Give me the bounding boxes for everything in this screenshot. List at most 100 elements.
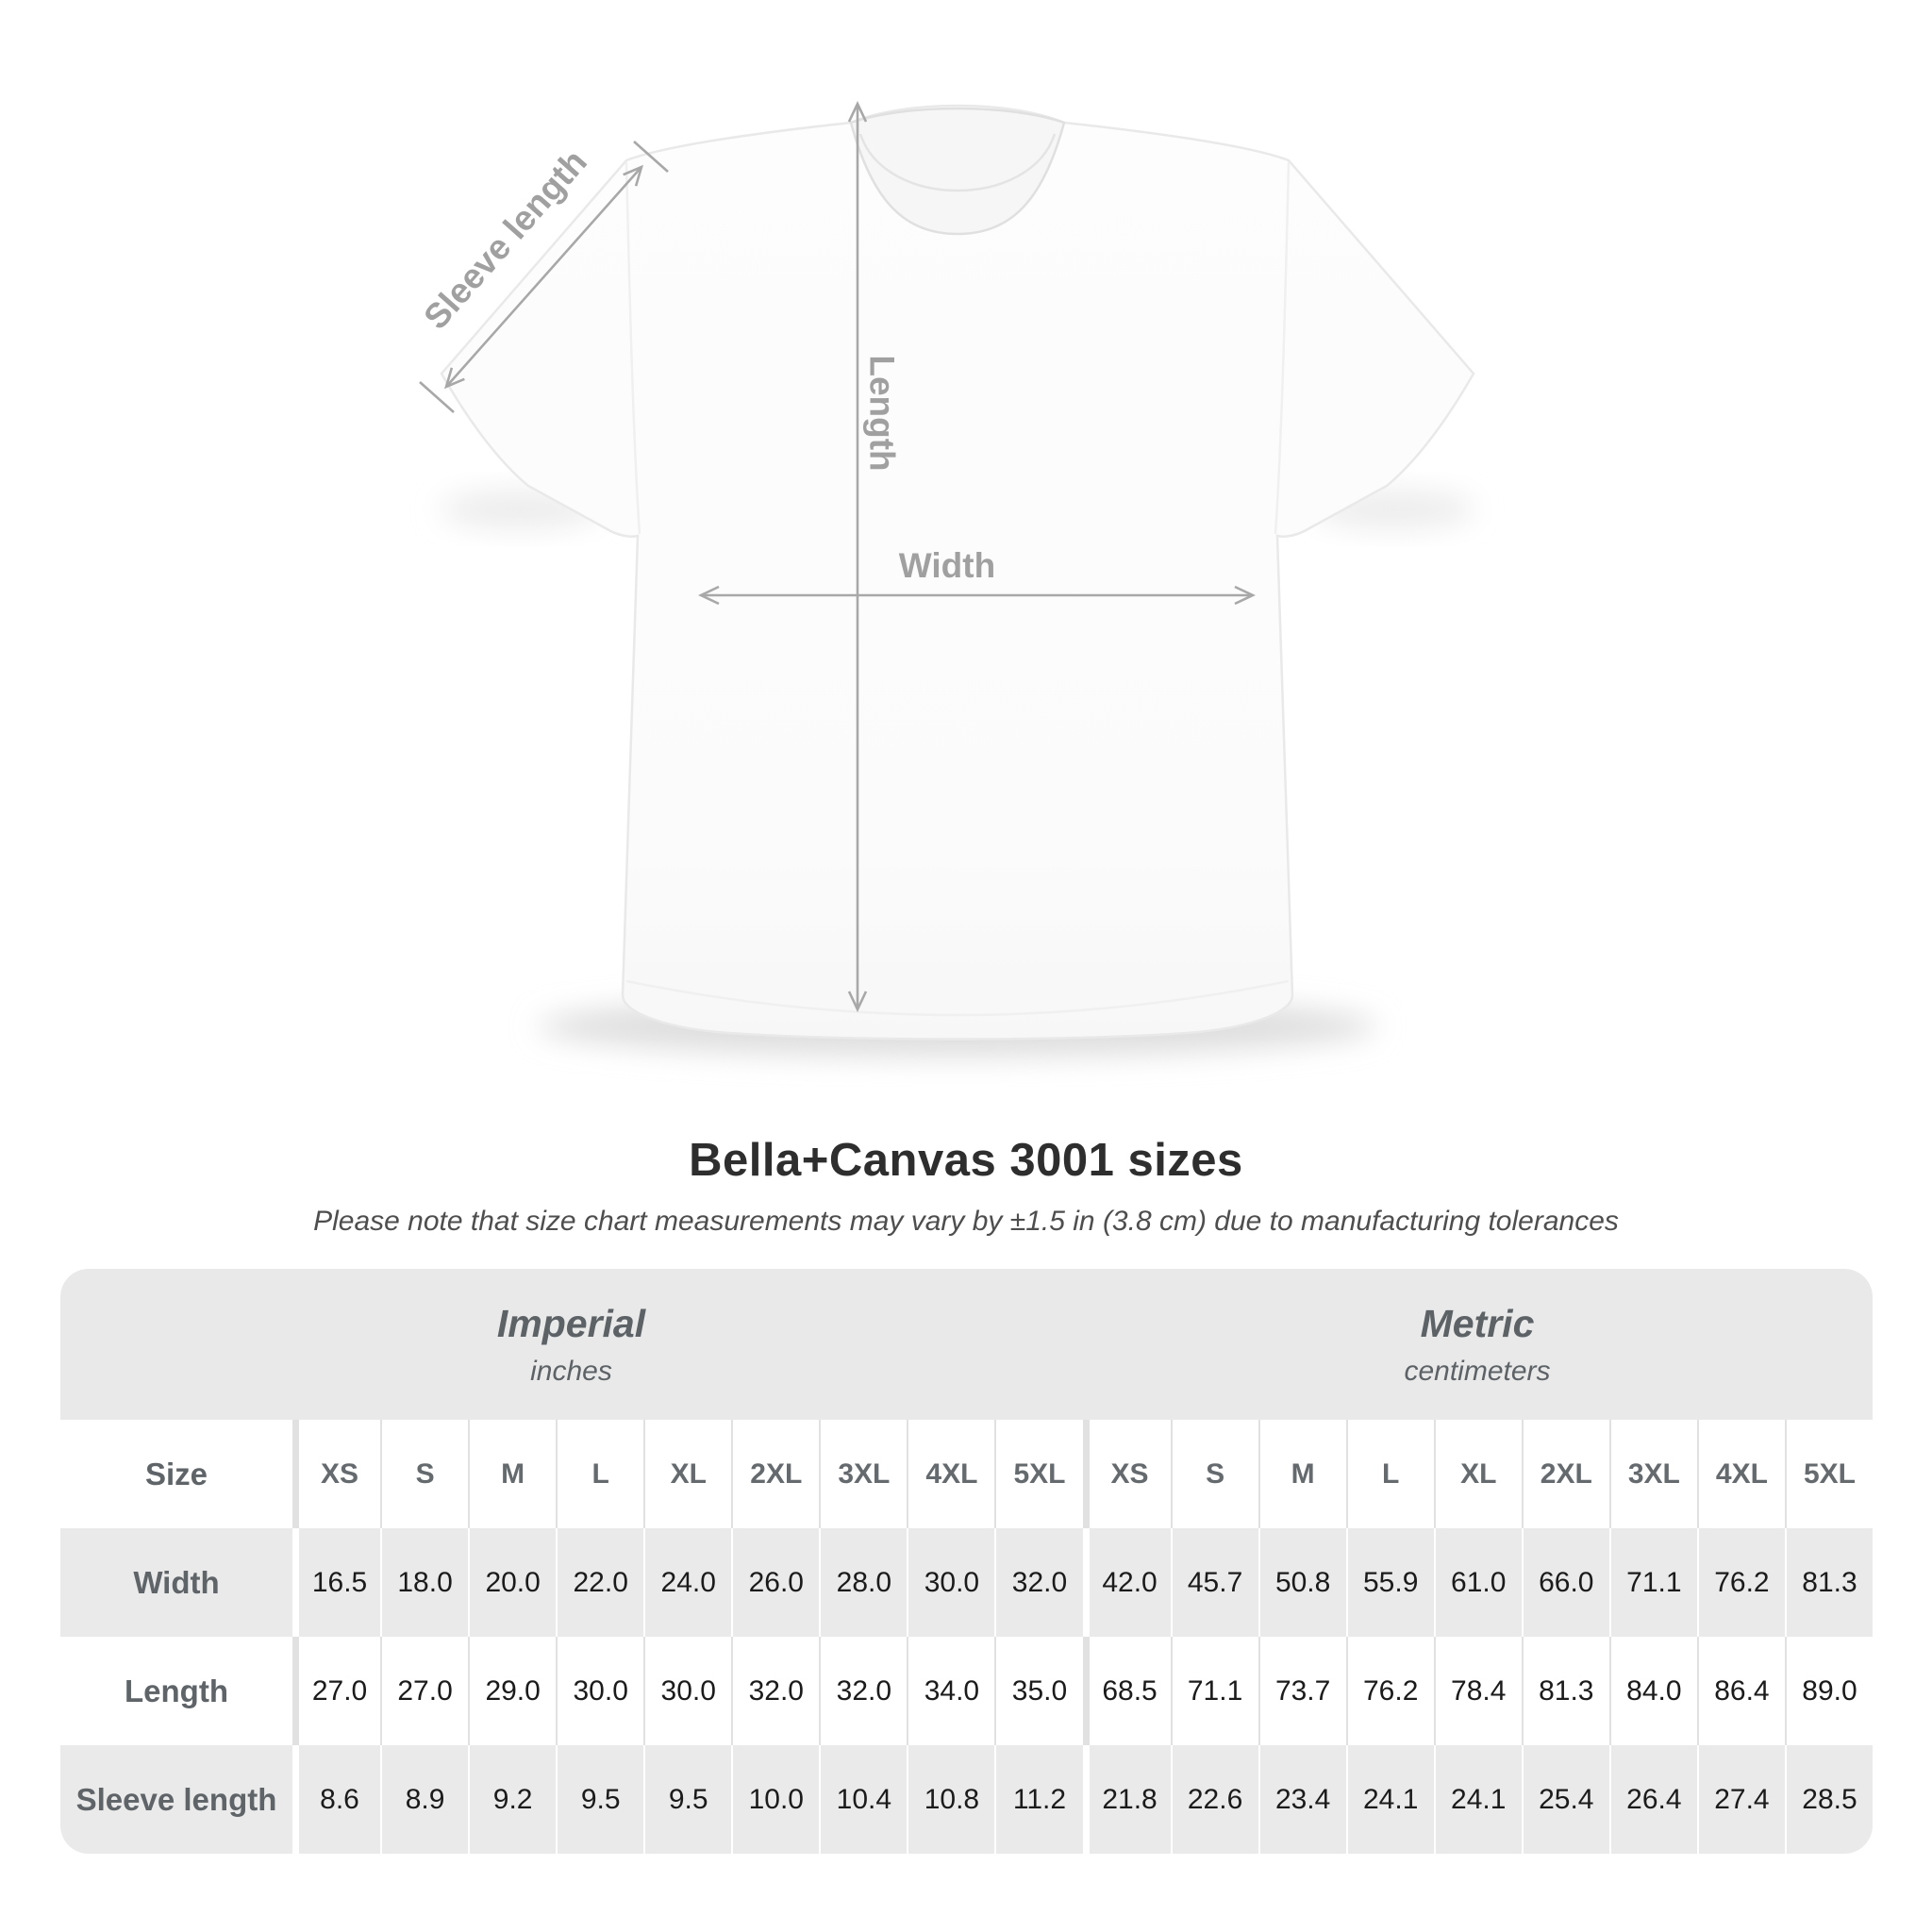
cell-length-imperial-2xl: 32.0	[731, 1637, 819, 1745]
size-header-imperial-m: M	[468, 1420, 556, 1528]
cell-length-metric-s: 71.1	[1170, 1637, 1258, 1745]
cell-width-metric-5xl: 81.3	[1784, 1528, 1873, 1637]
collar	[849, 107, 1066, 236]
cell-width-imperial-xs: 16.5	[292, 1528, 380, 1637]
length-label: Length	[863, 355, 902, 471]
sleeve-arrow-start-tick	[419, 381, 455, 413]
sleeve-length-arrow	[446, 167, 641, 387]
cell-length-metric-l: 76.2	[1345, 1637, 1434, 1745]
size-header-metric-3xl: 3XL	[1608, 1420, 1697, 1528]
size-header-imperial-3xl: 3XL	[819, 1420, 907, 1528]
cell-width-metric-s: 45.7	[1170, 1528, 1258, 1637]
cell-width-metric-xs: 42.0	[1082, 1528, 1171, 1637]
cell-length-imperial-s: 27.0	[380, 1637, 468, 1745]
sleeve-arrow-end-tick	[633, 141, 669, 173]
cell-width-metric-3xl: 71.1	[1608, 1528, 1697, 1637]
cell-sleeve-length-metric-xl: 24.1	[1433, 1745, 1522, 1854]
cell-sleeve-length-metric-l: 24.1	[1345, 1745, 1434, 1854]
cell-sleeve-length-metric-4xl: 27.4	[1696, 1745, 1785, 1854]
size-header-metric-m: M	[1257, 1420, 1346, 1528]
size-header-metric-l: L	[1345, 1420, 1434, 1528]
size-header-imperial-xl: XL	[643, 1420, 731, 1528]
cell-sleeve-length-imperial-4xl: 10.8	[907, 1745, 994, 1854]
size-table: Imperial inches Metric centimeters Size …	[60, 1269, 1873, 1854]
size-column-header: Size	[144, 1456, 208, 1491]
size-header-metric-xl: XL	[1433, 1420, 1522, 1528]
size-header-row: Size XS S M L XL 2XL 3XL 4XL 5XL XS S M L XL 2XL 3XL 4XL…	[60, 1420, 1873, 1528]
size-header-imperial-4xl: 4XL	[907, 1420, 994, 1528]
cell-width-metric-xl: 61.0	[1433, 1528, 1522, 1637]
size-header-imperial-5xl: 5XL	[994, 1420, 1082, 1528]
imperial-header: Imperial inches	[60, 1269, 1082, 1420]
cell-sleeve-length-imperial-3xl: 10.4	[819, 1745, 907, 1854]
size-header-imperial-s: S	[380, 1420, 468, 1528]
cell-length-imperial-4xl: 34.0	[907, 1637, 994, 1745]
cell-length-imperial-m: 29.0	[468, 1637, 556, 1745]
cell-width-imperial-5xl: 32.0	[994, 1528, 1082, 1637]
cell-length-imperial-xl: 30.0	[643, 1637, 731, 1745]
metric-header: Metric centimeters	[1082, 1269, 1873, 1420]
length-row: Length 27.0 27.0 29.0 30.0 30.0 32.0 32.0 34.0 35…	[60, 1637, 1873, 1745]
cell-sleeve-length-imperial-2xl: 10.0	[731, 1745, 819, 1854]
size-header-metric-4xl: 4XL	[1696, 1420, 1785, 1528]
cell-length-imperial-5xl: 35.0	[994, 1637, 1082, 1745]
cell-width-imperial-s: 18.0	[380, 1528, 468, 1637]
page-title: Bella+Canvas 3001 sizes	[689, 1135, 1243, 1186]
unit-header: Imperial inches Metric centimeters	[60, 1269, 1873, 1420]
cell-length-metric-xl: 78.4	[1433, 1637, 1522, 1745]
cell-length-metric-3xl: 84.0	[1608, 1637, 1697, 1745]
cell-sleeve-length-imperial-5xl: 11.2	[994, 1745, 1082, 1854]
tolerance-note: Please note that size chart measurements…	[313, 1206, 1619, 1237]
cell-sleeve-length-imperial-xl: 9.5	[643, 1745, 731, 1854]
cell-sleeve-length-imperial-xs: 8.6	[292, 1745, 380, 1854]
cell-sleeve-length-metric-3xl: 26.4	[1608, 1745, 1697, 1854]
cell-sleeve-length-imperial-s: 8.9	[380, 1745, 468, 1854]
sleeve-length-row-label: Sleeve length	[75, 1781, 277, 1817]
length-row-label: Length	[125, 1673, 228, 1708]
cell-length-metric-4xl: 86.4	[1696, 1637, 1785, 1745]
cell-length-imperial-l: 30.0	[556, 1637, 643, 1745]
tshirt-diagram: Sleeve length Length Width	[416, 0, 1475, 1057]
cell-length-imperial-xs: 27.0	[292, 1637, 380, 1745]
cell-width-imperial-2xl: 26.0	[731, 1528, 819, 1637]
size-header-metric-xs: XS	[1082, 1420, 1171, 1528]
cell-width-metric-l: 55.9	[1345, 1528, 1434, 1637]
cell-width-metric-m: 50.8	[1257, 1528, 1346, 1637]
cell-sleeve-length-metric-s: 22.6	[1170, 1745, 1258, 1854]
imperial-title: Imperial	[496, 1301, 646, 1345]
cell-width-imperial-l: 22.0	[556, 1528, 643, 1637]
cell-sleeve-length-metric-xs: 21.8	[1082, 1745, 1171, 1854]
cell-sleeve-length-imperial-m: 9.2	[468, 1745, 556, 1854]
cell-width-metric-4xl: 76.2	[1696, 1528, 1785, 1637]
cell-width-metric-2xl: 66.0	[1521, 1528, 1609, 1637]
width-label: Width	[899, 546, 995, 585]
cell-length-metric-2xl: 81.3	[1521, 1637, 1609, 1745]
cell-length-metric-5xl: 89.0	[1784, 1637, 1873, 1745]
table-body: Width 16.5 18.0 20.0 22.0 24.0 26.0 28.0 30.0 32.…	[60, 1528, 1873, 1854]
size-header-metric-2xl: 2XL	[1521, 1420, 1609, 1528]
size-header-metric-s: S	[1170, 1420, 1258, 1528]
dimension-lines	[419, 104, 1253, 1009]
sleeve-length-row: Sleeve length 8.6 8.9 9.2 9.5 9.5 10.0 10.4 10.8…	[60, 1745, 1873, 1854]
cell-width-imperial-4xl: 30.0	[907, 1528, 994, 1637]
cell-sleeve-length-metric-2xl: 25.4	[1521, 1745, 1609, 1854]
cell-sleeve-length-metric-m: 23.4	[1257, 1745, 1346, 1854]
cell-width-imperial-m: 20.0	[468, 1528, 556, 1637]
cell-length-imperial-3xl: 32.0	[819, 1637, 907, 1745]
width-row-label: Width	[133, 1564, 220, 1600]
size-header-imperial-2xl: 2XL	[731, 1420, 819, 1528]
size-header-metric-5xl: 5XL	[1784, 1420, 1873, 1528]
size-header-imperial-l: L	[556, 1420, 643, 1528]
cell-sleeve-length-imperial-l: 9.5	[556, 1745, 643, 1854]
cell-width-imperial-xl: 24.0	[643, 1528, 731, 1637]
imperial-unit: inches	[530, 1355, 612, 1387]
cell-length-metric-m: 73.7	[1257, 1637, 1346, 1745]
metric-title: Metric	[1420, 1301, 1535, 1345]
cell-length-metric-xs: 68.5	[1082, 1637, 1171, 1745]
metric-unit: centimeters	[1404, 1355, 1551, 1387]
cell-width-imperial-3xl: 28.0	[819, 1528, 907, 1637]
tshirt-graphic	[440, 104, 1475, 1041]
size-header-imperial-xs: XS	[292, 1420, 380, 1528]
cell-sleeve-length-metric-5xl: 28.5	[1784, 1745, 1873, 1854]
